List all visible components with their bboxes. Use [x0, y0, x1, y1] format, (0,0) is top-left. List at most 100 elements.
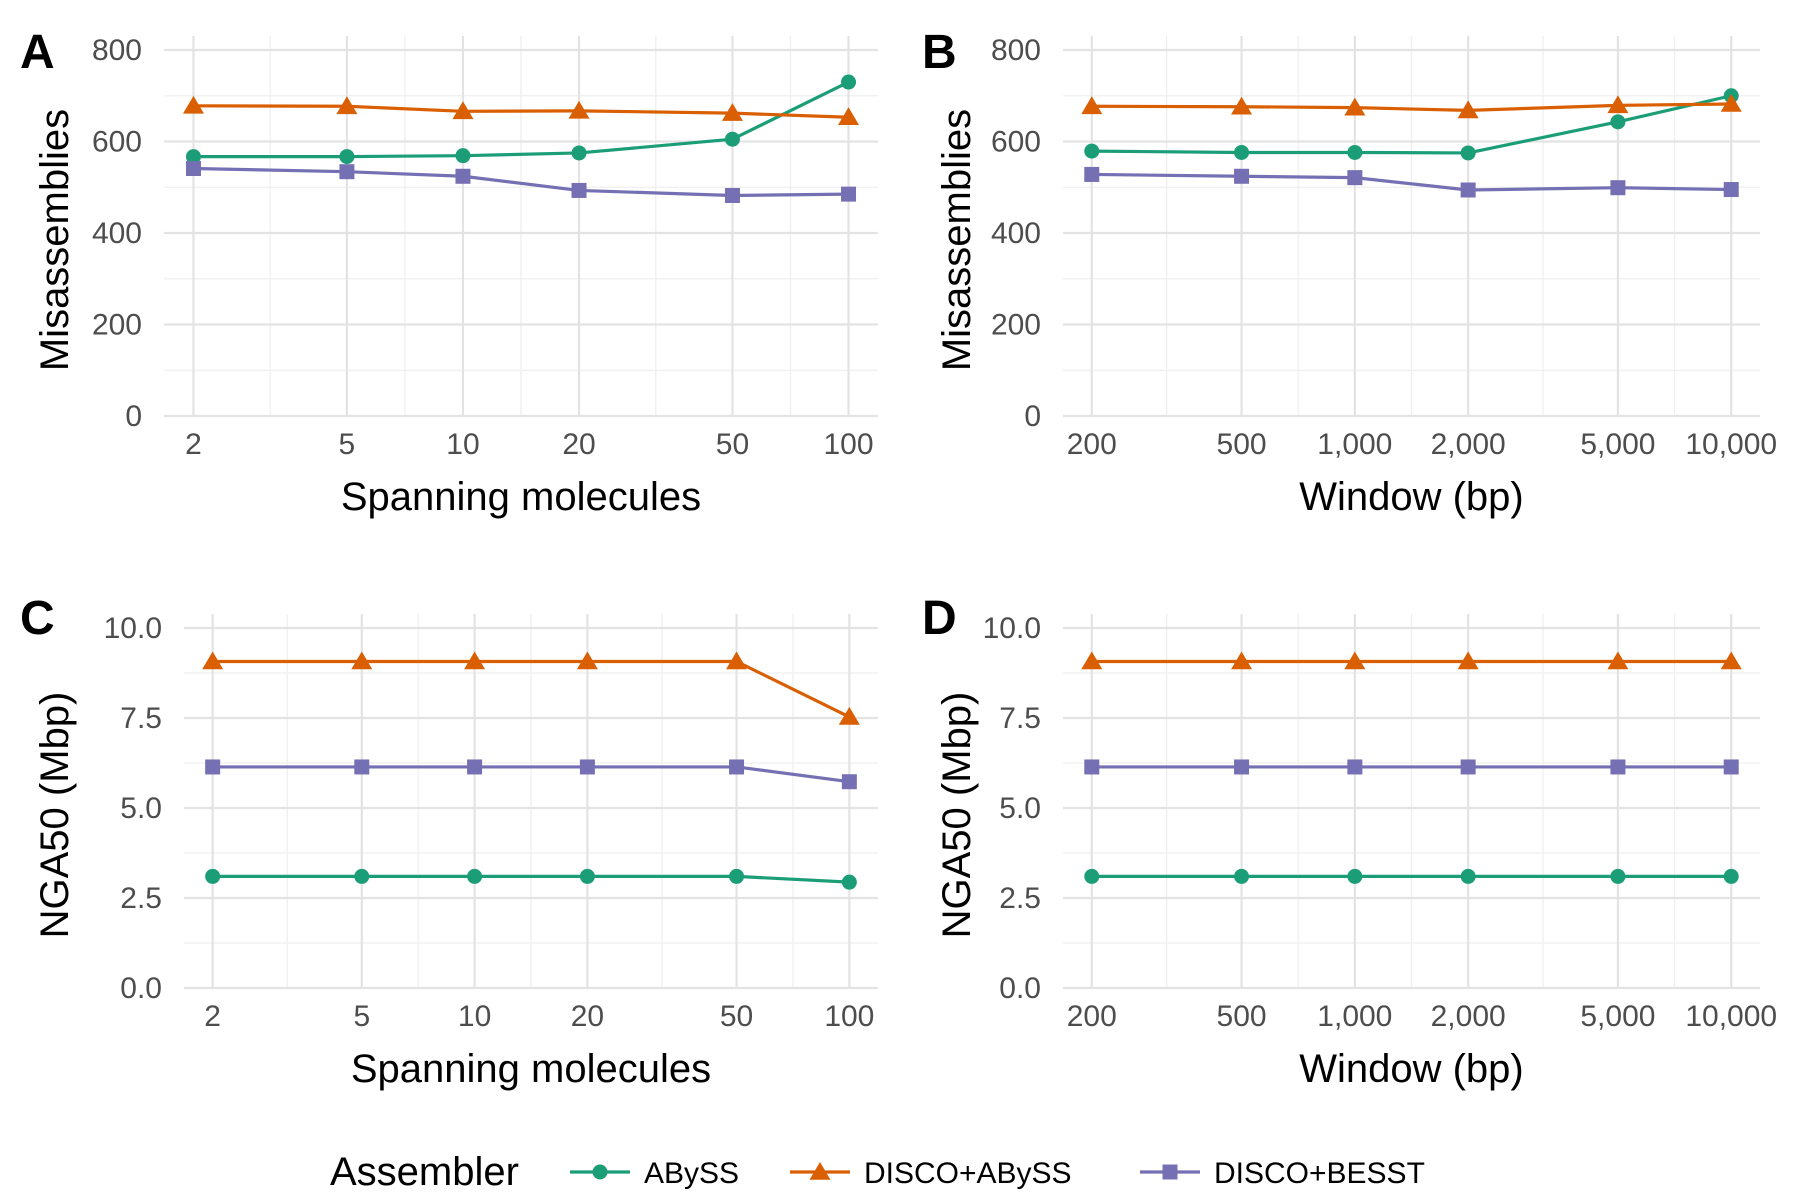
data-point — [1344, 97, 1366, 116]
legend-marker — [592, 1164, 608, 1180]
series-line — [1091, 94, 1732, 155]
data-point — [185, 149, 201, 165]
series-line — [193, 104, 849, 119]
data-point — [354, 759, 370, 775]
data-point — [455, 148, 471, 164]
panel-tag: C — [20, 592, 55, 645]
data-point — [841, 74, 857, 90]
x-tick-label: 5 — [339, 428, 356, 461]
data-point — [467, 868, 483, 884]
data-point — [1460, 759, 1476, 775]
panel-tag: B — [922, 26, 957, 79]
panel-d: 0.0 2.5 5.0 7.5 10.0 200 500 1,000 2,000 5,000 10,… — [922, 592, 1777, 1091]
legend-marker — [809, 1162, 831, 1180]
y-tick-label: 10.0 — [983, 612, 1041, 645]
data-point — [841, 774, 857, 790]
y-tick-label: 5.0 — [999, 792, 1041, 825]
data-point — [1607, 95, 1629, 114]
y-tick-label: 0.0 — [999, 972, 1041, 1005]
x-tick-label: 2 — [185, 428, 202, 461]
data-point — [1457, 100, 1479, 119]
panel-tag: D — [922, 592, 957, 645]
y-tick-label: 800 — [92, 34, 142, 67]
data-point — [339, 149, 355, 165]
data-point — [1610, 759, 1626, 775]
legend-label: ABySS — [644, 1157, 739, 1190]
series-line — [1091, 172, 1732, 192]
series-line — [212, 659, 851, 719]
data-point — [339, 164, 355, 180]
data-point — [1610, 114, 1626, 130]
y-axis-title: Misassemblies — [33, 109, 77, 371]
data-point — [1231, 651, 1253, 670]
x-tick-label: 200 — [1067, 1000, 1117, 1033]
y-tick-label: 2.5 — [120, 882, 162, 915]
data-point — [1723, 868, 1739, 884]
legend-item: DISCO+ABySS — [790, 1157, 1072, 1190]
data-point — [579, 868, 595, 884]
data-point — [1723, 759, 1739, 775]
y-tick-label: 0.0 — [120, 972, 162, 1005]
series-line — [193, 166, 849, 198]
data-point — [1720, 93, 1742, 112]
data-point — [452, 101, 474, 120]
data-point — [354, 868, 370, 884]
series-line — [212, 765, 850, 784]
series-line — [212, 874, 850, 884]
x-tick-label: 1,000 — [1317, 1000, 1392, 1033]
data-point — [568, 100, 590, 119]
data-point — [579, 759, 595, 775]
y-tick-label: 200 — [991, 309, 1041, 342]
y-axis-title: NGA50 (Mbp) — [935, 692, 979, 939]
x-tick-label: 1,000 — [1317, 428, 1392, 461]
data-point — [1347, 144, 1363, 160]
data-point — [1084, 143, 1100, 159]
data-point — [1344, 651, 1366, 670]
y-tick-label: 7.5 — [999, 702, 1041, 735]
x-tick-label: 10,000 — [1685, 1000, 1777, 1033]
x-tick-label: 200 — [1067, 428, 1117, 461]
y-axis-title: NGA50 (Mbp) — [33, 692, 77, 939]
data-point — [1081, 651, 1103, 670]
data-point — [841, 874, 857, 890]
y-tick-label: 10.0 — [104, 612, 162, 645]
y-tick-label: 600 — [92, 126, 142, 159]
data-point — [724, 131, 740, 147]
data-point — [1234, 168, 1250, 184]
x-tick-label: 20 — [571, 1000, 604, 1033]
data-point — [1460, 868, 1476, 884]
x-axis-title: Window (bp) — [1299, 475, 1524, 519]
data-point — [1610, 180, 1626, 196]
data-point — [1084, 868, 1100, 884]
data-point — [1610, 868, 1626, 884]
data-point — [1347, 759, 1363, 775]
data-point — [1460, 182, 1476, 198]
x-tick-label: 10 — [446, 428, 479, 461]
data-point — [1081, 96, 1103, 115]
data-point — [467, 759, 483, 775]
data-point — [185, 160, 201, 176]
data-point — [838, 706, 860, 725]
x-axis-title: Spanning molecules — [351, 1047, 711, 1091]
x-tick-label: 500 — [1217, 428, 1267, 461]
data-point — [838, 107, 860, 126]
y-tick-label: 7.5 — [120, 702, 162, 735]
legend-title: Assembler — [330, 1150, 519, 1194]
y-tick-label: 5.0 — [120, 792, 162, 825]
panel-tag: A — [20, 26, 55, 79]
data-point — [202, 651, 224, 670]
panel-b: 0 200 400 600 800 200 500 1,000 2,000 5,000 10,000… — [922, 26, 1777, 519]
data-point — [1457, 651, 1479, 670]
data-point — [205, 868, 221, 884]
y-tick-label: 200 — [92, 309, 142, 342]
legend-label: DISCO+BESST — [1214, 1157, 1425, 1190]
data-point — [1723, 182, 1739, 198]
data-point — [1720, 651, 1742, 670]
x-tick-label: 5,000 — [1580, 428, 1655, 461]
data-point — [205, 759, 221, 775]
panel-a: 0 200 400 600 800 2 5 10 20 50 100 Spanning molecul… — [20, 26, 878, 519]
data-point — [726, 651, 748, 670]
data-point — [351, 651, 373, 670]
y-tick-label: 400 — [991, 217, 1041, 250]
